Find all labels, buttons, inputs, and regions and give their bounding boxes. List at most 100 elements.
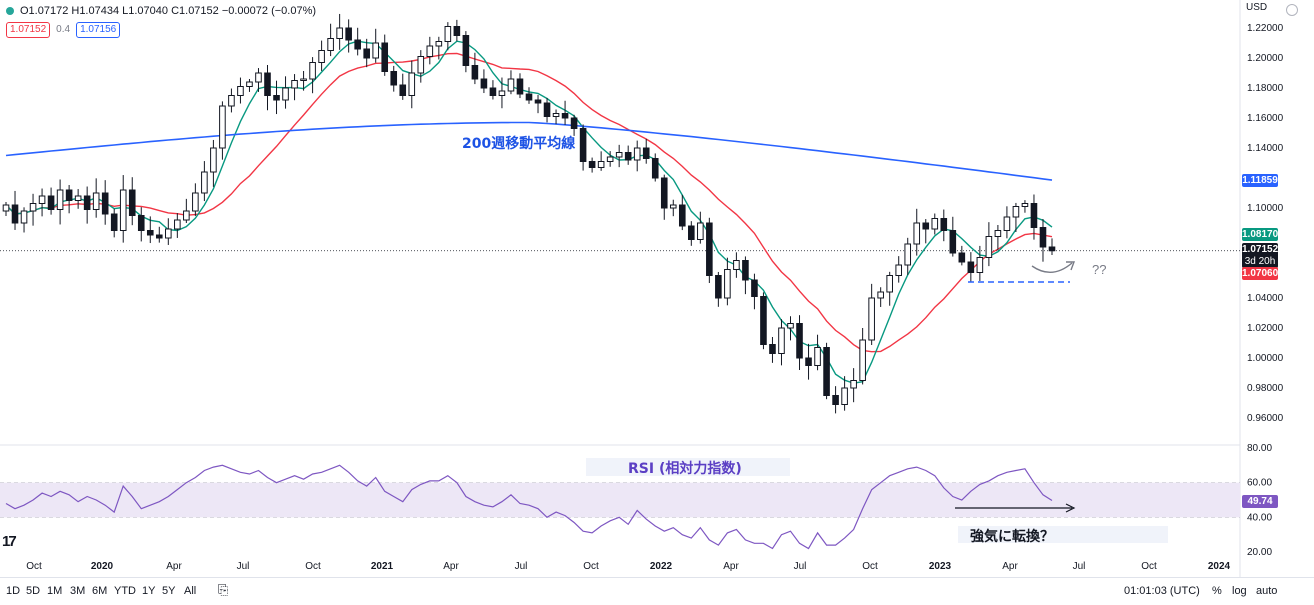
log-toggle[interactable]: log (1232, 585, 1247, 597)
candle (318, 40, 325, 71)
bottom-toolbar: 1D 5D 1M 3M 6M YTD 1Y 5Y All ⎘ 01:01:03 (UTC) % … (0, 577, 1314, 605)
candle (769, 336, 776, 363)
axes: 1.22000 1.20000 1.18000 1.16000 1.14000 1.100… (26, 23, 1283, 572)
candle (255, 68, 262, 92)
rsi-title: RSI (相対力指数) (628, 461, 742, 477)
sell-price-button[interactable]: 1.07152 (6, 22, 51, 38)
candle (507, 70, 515, 95)
candle (47, 187, 55, 215)
timeframe-button-all[interactable]: All (184, 585, 197, 597)
candle (940, 209, 948, 242)
buy-price-button[interactable]: 1.07156 (76, 22, 121, 38)
candle (1003, 206, 1011, 239)
rsi-title-box (586, 458, 790, 476)
candle (742, 256, 749, 295)
candle (733, 252, 740, 278)
candle (967, 252, 975, 282)
candle (606, 151, 614, 167)
time-axis-tick: Oct (305, 561, 321, 572)
price-axis-tick: 1.14000 (1247, 143, 1284, 154)
timeframe-button-5d[interactable]: 5D (26, 585, 41, 597)
rsi-axis-tick: 60.00 (1247, 478, 1272, 489)
candle (183, 198, 190, 224)
countdown-tag: 3d 20h (1242, 255, 1278, 268)
candle (192, 183, 199, 216)
candle (2, 202, 10, 216)
candle (895, 256, 903, 283)
candle (128, 177, 136, 226)
time-axis-tick: Oct (862, 561, 878, 572)
tradingview-logo[interactable]: 17 (2, 533, 17, 550)
rsi-axis-tick: 40.00 (1247, 512, 1272, 523)
candle (228, 88, 235, 113)
candle (678, 194, 686, 231)
price-axis-tick: 1.20000 (1247, 53, 1284, 64)
price-axis-tick: 1.22000 (1247, 23, 1284, 34)
candle (372, 28, 380, 63)
time-axis-tick: 2024 (1208, 561, 1231, 572)
curved-arrow-head (1066, 261, 1076, 271)
candle (237, 77, 244, 104)
candle (525, 87, 533, 104)
currency-label[interactable]: USD (1246, 2, 1268, 13)
candle (309, 57, 316, 94)
time-axis-tick: Jul (794, 561, 807, 572)
candle (841, 376, 848, 411)
candle (498, 77, 506, 109)
candle (724, 257, 731, 306)
timeframe-button-3m[interactable]: 3M (70, 585, 86, 597)
rsi-band (0, 482, 1240, 518)
auto-toggle[interactable]: auto (1256, 585, 1278, 597)
price-axis-tick: 1.18000 (1247, 83, 1284, 94)
candle (985, 222, 993, 267)
candle (444, 22, 452, 51)
timeframe-button-6m[interactable]: 6M (92, 585, 108, 597)
candle (345, 19, 352, 53)
percent-toggle[interactable]: % (1212, 585, 1222, 597)
candle (868, 283, 875, 345)
rsi-axis-tick: 80.00 (1247, 443, 1272, 454)
candle (38, 188, 46, 217)
time-axis-tick: Apr (723, 561, 739, 572)
clock[interactable]: 01:01:03 (UTC) (1124, 585, 1200, 597)
candle (489, 80, 497, 100)
candle (715, 271, 722, 307)
candle (922, 219, 930, 244)
time-axis-tick: Oct (1141, 561, 1157, 572)
date-range-icon[interactable]: ⎘ (218, 582, 229, 597)
question-marks: ?? (1092, 262, 1107, 277)
candle (651, 153, 659, 182)
time-axis-tick: Apr (1002, 561, 1018, 572)
candle (660, 174, 668, 220)
candle (931, 213, 939, 235)
time-axis-tick: Jul (515, 561, 528, 572)
candle (11, 190, 19, 230)
candle (534, 94, 542, 114)
candle (597, 151, 605, 171)
candle (174, 213, 181, 238)
candle (408, 60, 416, 109)
candle (435, 36, 443, 60)
time-axis-tick: 2020 (91, 561, 114, 572)
timeframe-button-1d[interactable]: 1D (6, 585, 21, 597)
candle (390, 65, 398, 92)
timeframe-button-ytd[interactable]: YTD (114, 585, 136, 597)
time-axis-tick: 2022 (650, 561, 673, 572)
timeframe-button-1y[interactable]: 1Y (142, 585, 156, 597)
candle (336, 13, 343, 50)
settings-icon[interactable] (1286, 4, 1298, 16)
candle (778, 319, 785, 366)
rsi-axis-tick: 20.00 (1247, 547, 1272, 558)
candle (751, 273, 758, 310)
candle (814, 334, 821, 371)
candle (1021, 200, 1029, 213)
candle (1030, 194, 1038, 240)
timeframe-button-5y[interactable]: 5Y (162, 585, 176, 597)
candle (787, 316, 794, 341)
candle (886, 271, 893, 306)
candle (327, 23, 334, 57)
candle (850, 368, 857, 403)
timeframe-button-1m[interactable]: 1M (47, 585, 63, 597)
bullish-note: 強気に転換？ (970, 529, 1054, 545)
